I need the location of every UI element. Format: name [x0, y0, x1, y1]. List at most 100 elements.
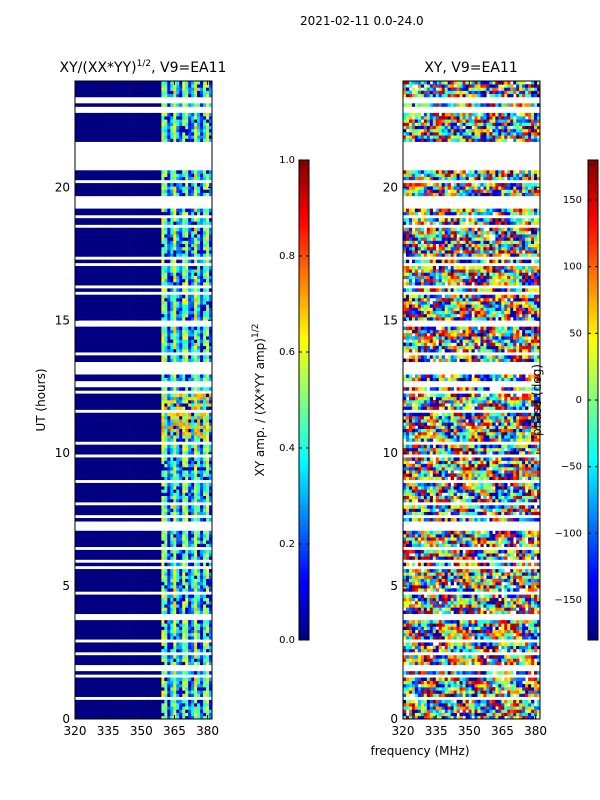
- heatmap-cell: [83, 358, 88, 363]
- heatmap-cell: [116, 336, 120, 340]
- heatmap-cell: [75, 585, 79, 589]
- heatmap-cell: [75, 712, 79, 717]
- heatmap-cell: [77, 677, 82, 682]
- heatmap-cell: [95, 585, 100, 589]
- heatmap-cell: [75, 326, 79, 331]
- heatmap-cell: [158, 278, 162, 283]
- heatmap-cell: [164, 393, 168, 398]
- heatmap-cell: [80, 422, 85, 426]
- heatmap-cell: [161, 403, 165, 407]
- heatmap-cell: [149, 549, 153, 554]
- heatmap-cell: [122, 266, 126, 270]
- heatmap-cell: [75, 703, 79, 707]
- heatmap-cell: [89, 572, 94, 576]
- heatmap-cell: [188, 648, 192, 653]
- heatmap-cell: [197, 358, 201, 363]
- heatmap-cell: [146, 403, 150, 407]
- heatmap-cell: [143, 326, 147, 331]
- heatmap-cell: [110, 304, 115, 308]
- heatmap-cell: [134, 422, 138, 426]
- heatmap-cell: [185, 333, 189, 337]
- heatmap-cell: [158, 594, 162, 599]
- heatmap-cell: [185, 489, 189, 493]
- heatmap-cell: [155, 403, 159, 407]
- heatmap-cell: [200, 645, 204, 650]
- heatmap-cell: [77, 387, 82, 391]
- heatmap-cell: [137, 438, 141, 442]
- heatmap-cell: [158, 326, 162, 331]
- heatmap-cell: [146, 476, 150, 481]
- heatmap-cell: [182, 412, 186, 417]
- heatmap-cell: [119, 272, 123, 276]
- heatmap-cell: [194, 444, 198, 449]
- heatmap-cell: [119, 677, 123, 682]
- heatmap-cell: [119, 444, 123, 449]
- heatmap-cell: [149, 537, 153, 541]
- heatmap-cell: [110, 415, 115, 420]
- heatmap-cell: [158, 482, 162, 487]
- heatmap-cell: [116, 632, 120, 637]
- heatmap-cell: [179, 511, 183, 516]
- heatmap-cell: [80, 693, 85, 697]
- heatmap-cell: [75, 317, 79, 321]
- heatmap-cell: [170, 377, 174, 382]
- heatmap-cell: [140, 297, 144, 302]
- heatmap-cell: [119, 658, 123, 662]
- heatmap-cell: [116, 275, 120, 280]
- heatmap-cell: [107, 629, 112, 634]
- heatmap-cell: [98, 632, 103, 637]
- heatmap-cell: [146, 562, 150, 567]
- heatmap-cell: [206, 594, 210, 599]
- heatmap-cell: [143, 632, 147, 637]
- heatmap-cell: [134, 597, 138, 602]
- heatmap-cell: [206, 572, 210, 576]
- heatmap-cell: [77, 687, 82, 691]
- heatmap-cell: [110, 425, 115, 430]
- heatmap-cell: [92, 543, 97, 548]
- heatmap-cell: [185, 396, 189, 401]
- heatmap-cell: [182, 307, 186, 311]
- heatmap-cell: [209, 699, 213, 704]
- heatmap-cell: [107, 549, 112, 554]
- heatmap-cell: [119, 358, 123, 363]
- heatmap-cell: [89, 317, 94, 321]
- heatmap-cell: [173, 473, 177, 477]
- heatmap-cell: [98, 511, 103, 516]
- heatmap-cell: [77, 460, 82, 465]
- heatmap-cell: [134, 699, 138, 704]
- heatmap-cell: [191, 482, 195, 487]
- heatmap-cell: [206, 400, 210, 404]
- heatmap-cell: [143, 355, 147, 359]
- heatmap-cell: [75, 578, 79, 583]
- heatmap-cell: [110, 703, 115, 707]
- heatmap-cell: [155, 578, 159, 583]
- heatmap-cell: [134, 358, 138, 363]
- heatmap-cell: [92, 585, 97, 589]
- heatmap-cell: [125, 281, 129, 286]
- heatmap-cell: [155, 562, 159, 567]
- heatmap-cell: [173, 709, 177, 713]
- heatmap-cell: [104, 329, 109, 334]
- heatmap-cell: [197, 425, 201, 430]
- heatmap-cell: [161, 310, 165, 315]
- heatmap-cell: [137, 600, 141, 605]
- heatmap-cell: [119, 690, 123, 694]
- heatmap-cell: [194, 406, 198, 410]
- heatmap-cell: [149, 588, 153, 592]
- heatmap-cell: [164, 623, 168, 627]
- heatmap-cell: [149, 715, 153, 720]
- heatmap-cell: [89, 339, 94, 343]
- heatmap-cell: [122, 288, 126, 292]
- heatmap-cell: [77, 543, 82, 548]
- heatmap-cell: [92, 377, 97, 382]
- heatmap-cell: [122, 693, 126, 697]
- heatmap-cell: [131, 457, 135, 461]
- heatmap-cell: [206, 444, 210, 449]
- heatmap-cell: [80, 269, 85, 273]
- heatmap-cell: [167, 348, 171, 353]
- heatmap-cell: [170, 431, 174, 436]
- heatmap-cell: [176, 693, 180, 697]
- heatmap-cell: [197, 543, 201, 548]
- heatmap-cell: [110, 345, 115, 350]
- heatmap-cell: [77, 699, 82, 704]
